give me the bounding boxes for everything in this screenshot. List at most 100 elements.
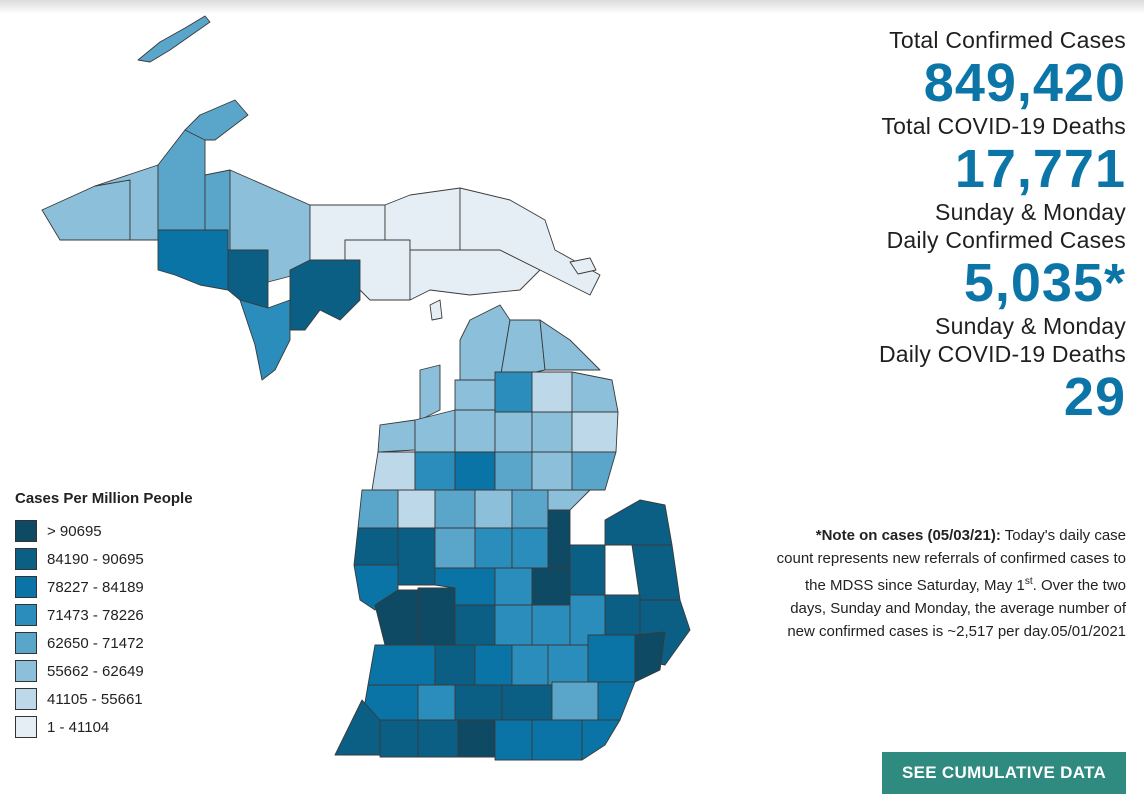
county-chippewa[interactable]	[459, 187, 601, 296]
county-allegan[interactable]	[367, 644, 436, 686]
michigan-county-map	[41, 15, 691, 761]
total-deaths-value: 17,771	[954, 139, 1126, 199]
county-oakland[interactable]	[587, 634, 636, 683]
county-crawford[interactable]	[494, 411, 533, 453]
county-barry[interactable]	[434, 644, 476, 686]
county-drummond-island[interactable]	[569, 257, 597, 275]
county-lapeer[interactable]	[604, 594, 641, 636]
county-osceola[interactable]	[434, 489, 476, 529]
county-presque-isle[interactable]	[539, 319, 601, 371]
county-gogebic[interactable]	[41, 179, 131, 241]
county-beaver-island[interactable]	[429, 299, 443, 321]
county-alpena[interactable]	[571, 371, 619, 413]
county-iosco[interactable]	[571, 451, 617, 491]
county-wexford[interactable]	[414, 451, 456, 491]
legend-item: 41105 - 55661	[15, 685, 255, 713]
county-mecosta[interactable]	[434, 527, 476, 569]
county-houghton[interactable]	[157, 127, 206, 231]
total-cases-value: 849,420	[923, 53, 1126, 113]
county-roscommon[interactable]	[494, 451, 533, 491]
legend: Cases Per Million People > 90695 84190 -…	[15, 490, 255, 741]
daily-cases-label-line1: Sunday & Monday	[935, 199, 1126, 225]
county-keweenaw-isle[interactable]	[137, 15, 211, 63]
county-oscoda[interactable]	[531, 411, 573, 453]
county-kent[interactable]	[417, 587, 456, 646]
county-huron[interactable]	[604, 499, 673, 546]
note-superscript: st	[1024, 576, 1033, 587]
legend-item: 78227 - 84189	[15, 573, 255, 601]
county-washtenaw[interactable]	[551, 681, 599, 721]
legend-label: 78227 - 84189	[47, 578, 144, 596]
county-iron[interactable]	[157, 229, 229, 291]
county-keweenaw[interactable]	[184, 99, 249, 141]
county-clare[interactable]	[474, 489, 513, 529]
stats-panel: Total Confirmed Cases 849,420 Total COVI…	[726, 26, 1126, 426]
county-gratiot[interactable]	[494, 567, 533, 606]
county-ogemaw[interactable]	[531, 451, 573, 491]
county-lake[interactable]	[397, 489, 436, 529]
county-ingham[interactable]	[511, 644, 549, 686]
top-shadow	[0, 0, 1144, 14]
legend-swatch	[15, 548, 37, 570]
total-deaths-label: Total COVID-19 Deaths	[881, 113, 1126, 139]
county-tuscola[interactable]	[569, 544, 606, 596]
county-midland[interactable]	[511, 527, 549, 569]
county-missaukee[interactable]	[454, 451, 496, 491]
legend-title: Cases Per Million People	[15, 490, 193, 507]
legend-label: 1 - 41104	[47, 718, 110, 736]
county-cass[interactable]	[379, 719, 419, 758]
county-kalkaska[interactable]	[454, 409, 496, 453]
county-calhoun[interactable]	[454, 684, 503, 721]
cases-note: *Note on cases (05/03/21): Today's daily…	[776, 524, 1126, 643]
county-oceana[interactable]	[353, 527, 399, 569]
daily-cases-label-line2: Daily Confirmed Cases	[886, 227, 1126, 253]
county-gladwin[interactable]	[511, 489, 549, 529]
county-ionia[interactable]	[454, 604, 496, 646]
legend-swatch	[15, 576, 37, 598]
county-antrim[interactable]	[454, 379, 496, 411]
legend-label: 71473 - 78226	[47, 606, 144, 624]
total-cases-label: Total Confirmed Cases	[889, 27, 1126, 53]
county-saginaw[interactable]	[531, 567, 571, 606]
county-benzie[interactable]	[377, 419, 416, 453]
legend-label: 84190 - 90695	[47, 550, 144, 568]
county-ontonagon[interactable]	[94, 164, 159, 241]
county-jackson[interactable]	[501, 684, 553, 721]
county-delta[interactable]	[289, 259, 361, 331]
county-mason[interactable]	[357, 489, 399, 529]
county-clinton[interactable]	[494, 604, 533, 646]
see-cumulative-data-button[interactable]: SEE CUMULATIVE DATA	[882, 752, 1126, 794]
legend-swatch	[15, 604, 37, 626]
county-sanilac[interactable]	[631, 544, 681, 601]
legend-label: 62650 - 71472	[47, 634, 144, 652]
legend-swatch	[15, 688, 37, 710]
county-st-joseph[interactable]	[417, 719, 459, 758]
legend-swatch	[15, 660, 37, 682]
county-shiawassee[interactable]	[531, 604, 571, 646]
county-newaygo[interactable]	[397, 527, 436, 586]
county-macomb[interactable]	[634, 631, 666, 683]
legend-swatch	[15, 520, 37, 542]
county-kalamazoo[interactable]	[417, 684, 456, 721]
legend-item: 84190 - 90695	[15, 545, 255, 573]
daily-deaths-label-line2: Daily COVID-19 Deaths	[878, 341, 1126, 367]
county-lenawee[interactable]	[531, 719, 583, 761]
county-isabella[interactable]	[474, 527, 513, 569]
note-text-1: Today's daily case count represents new …	[776, 527, 1126, 594]
county-monroe[interactable]	[581, 719, 621, 761]
county-otsego[interactable]	[494, 371, 533, 413]
county-bay[interactable]	[547, 509, 571, 569]
county-menominee[interactable]	[239, 299, 291, 381]
county-montmorency[interactable]	[531, 371, 573, 413]
county-wayne[interactable]	[597, 681, 636, 721]
legend-item: 62650 - 71472	[15, 629, 255, 657]
county-eaton[interactable]	[474, 644, 513, 686]
county-dickinson[interactable]	[227, 249, 269, 309]
county-leelanau[interactable]	[419, 364, 441, 421]
county-manistee[interactable]	[371, 451, 416, 491]
county-branch[interactable]	[457, 719, 496, 758]
county-livingston[interactable]	[547, 644, 589, 686]
note-heading: *Note on cases (05/03/21):	[815, 527, 1001, 544]
county-alcona[interactable]	[571, 411, 619, 453]
county-hillsdale[interactable]	[494, 719, 533, 761]
